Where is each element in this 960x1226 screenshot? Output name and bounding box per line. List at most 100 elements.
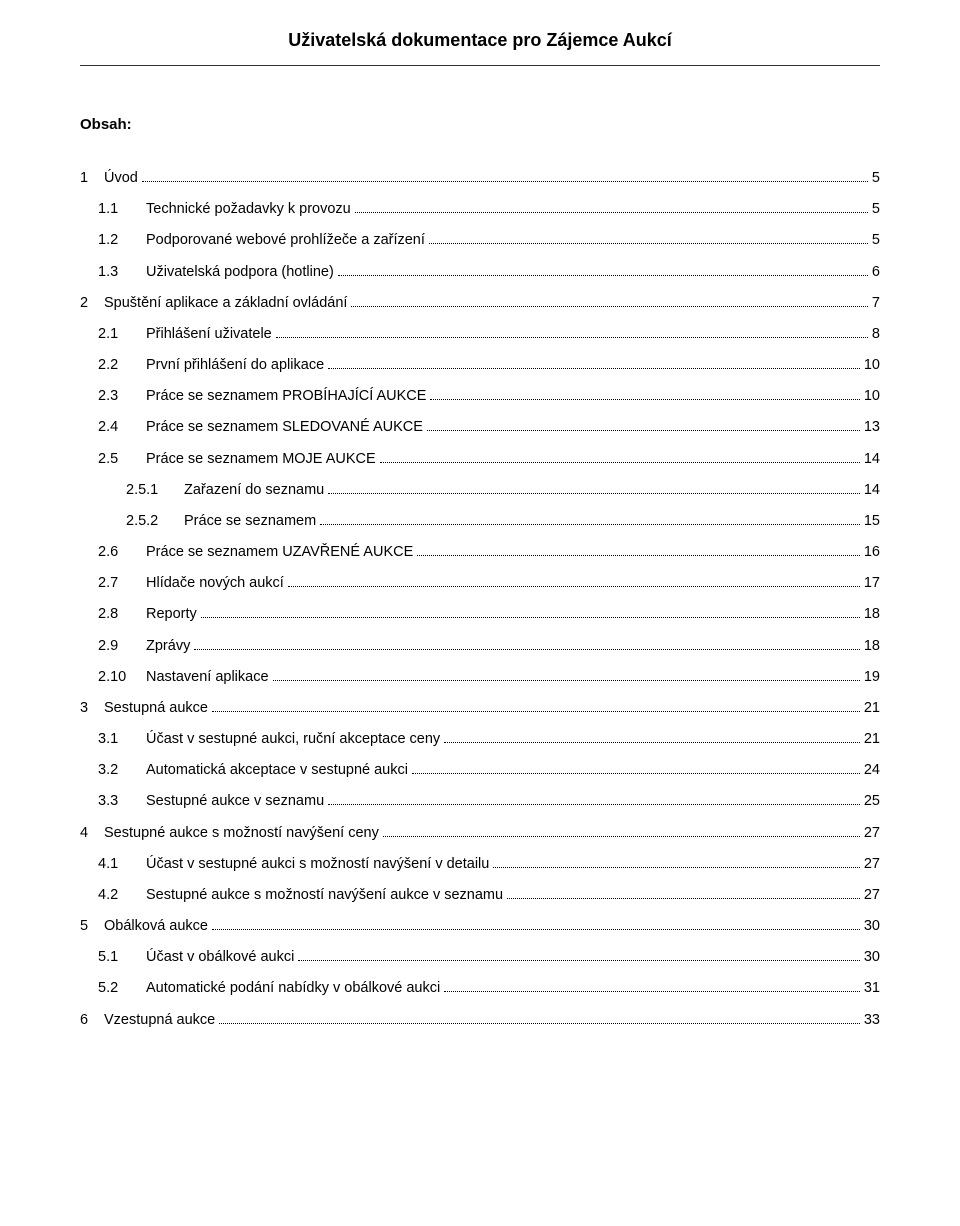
toc-entry-title: Obálková aukce bbox=[104, 911, 208, 942]
toc-entry[interactable]: 2Spuštění aplikace a základní ovládání7 bbox=[80, 288, 880, 319]
toc-entry-page: 6 bbox=[872, 257, 880, 288]
toc-entry[interactable]: 2.7Hlídače nových aukcí17 bbox=[98, 568, 880, 599]
toc-entry-title: Spuštění aplikace a základní ovládání bbox=[104, 288, 347, 319]
toc-entry[interactable]: 5Obálková aukce30 bbox=[80, 911, 880, 942]
toc-entry-title: Technické požadavky k provozu bbox=[146, 194, 351, 225]
toc-entry-number: 3.3 bbox=[98, 786, 146, 817]
toc-entry-page: 5 bbox=[872, 225, 880, 256]
toc-entry[interactable]: 3.3Sestupné aukce v seznamu25 bbox=[98, 786, 880, 817]
toc-entry-number: 6 bbox=[80, 1005, 104, 1036]
toc-entry[interactable]: 3.2Automatická akceptace v sestupné aukc… bbox=[98, 755, 880, 786]
toc-leader-dots bbox=[328, 368, 860, 369]
toc-entry-page: 21 bbox=[864, 724, 880, 755]
toc-entry-number: 4.1 bbox=[98, 849, 146, 880]
toc-entry-page: 13 bbox=[864, 412, 880, 443]
toc-entry[interactable]: 2.2První přihlášení do aplikace 10 bbox=[98, 350, 880, 381]
page-title: Uživatelská dokumentace pro Zájemce Aukc… bbox=[80, 30, 880, 51]
toc-entry-page: 10 bbox=[864, 350, 880, 381]
toc-entry[interactable]: 2.1Přihlášení uživatele8 bbox=[98, 319, 880, 350]
toc-entry-page: 31 bbox=[864, 973, 880, 1004]
toc-entry-number: 3.2 bbox=[98, 755, 146, 786]
toc-entry[interactable]: 3Sestupná aukce21 bbox=[80, 693, 880, 724]
toc-entry-number: 2.5.1 bbox=[126, 475, 184, 506]
toc-leader-dots bbox=[276, 337, 868, 338]
toc-leader-dots bbox=[212, 711, 860, 712]
toc-entry-number: 2.2 bbox=[98, 350, 146, 381]
toc-entry-number: 5 bbox=[80, 911, 104, 942]
toc-entry[interactable]: 4Sestupné aukce s možností navýšení ceny… bbox=[80, 818, 880, 849]
header-rule bbox=[80, 65, 880, 66]
toc-entry[interactable]: 2.5.1Zařazení do seznamu14 bbox=[126, 475, 880, 506]
toc-leader-dots bbox=[427, 430, 860, 431]
toc-entry[interactable]: 2.8Reporty18 bbox=[98, 599, 880, 630]
toc-leader-dots bbox=[288, 586, 860, 587]
toc-entry-page: 18 bbox=[864, 631, 880, 662]
toc-entry-number: 5.2 bbox=[98, 973, 146, 1004]
toc-leader-dots bbox=[201, 617, 860, 618]
toc-entry-title: Účast v sestupné aukci, ruční akceptace … bbox=[146, 724, 440, 755]
toc-entry[interactable]: 5.1Účast v obálkové aukci30 bbox=[98, 942, 880, 973]
toc-leader-dots bbox=[273, 680, 860, 681]
toc-entry-page: 16 bbox=[864, 537, 880, 568]
toc-leader-dots bbox=[444, 991, 860, 992]
toc-leader-dots bbox=[212, 929, 860, 930]
toc-entry-page: 24 bbox=[864, 755, 880, 786]
toc-leader-dots bbox=[507, 898, 860, 899]
toc-leader-dots bbox=[429, 243, 868, 244]
toc-entry-page: 7 bbox=[872, 288, 880, 319]
toc-entry-number: 4.2 bbox=[98, 880, 146, 911]
toc-entry-title: První přihlášení do aplikace bbox=[146, 350, 324, 381]
toc-leader-dots bbox=[351, 306, 867, 307]
toc-entry-page: 33 bbox=[864, 1005, 880, 1036]
toc-entry[interactable]: 4.2Sestupné aukce s možností navýšení au… bbox=[98, 880, 880, 911]
toc-entry-title: Práce se seznamem UZAVŘENÉ AUKCE bbox=[146, 537, 413, 568]
toc-leader-dots bbox=[380, 462, 860, 463]
toc-entry-title: Reporty bbox=[146, 599, 197, 630]
toc-entry[interactable]: 5.2Automatické podání nabídky v obálkové… bbox=[98, 973, 880, 1004]
toc-entry[interactable]: 1.1Technické požadavky k provozu5 bbox=[98, 194, 880, 225]
toc-entry-number: 1.1 bbox=[98, 194, 146, 225]
toc-entry[interactable]: 2.3Práce se seznamem PROBÍHAJÍCÍ AUKCE10 bbox=[98, 381, 880, 412]
toc-entry-number: 2.7 bbox=[98, 568, 146, 599]
toc-entry-title: Automatické podání nabídky v obálkové au… bbox=[146, 973, 440, 1004]
toc-entry-number: 2.5 bbox=[98, 444, 146, 475]
toc-entry-page: 15 bbox=[864, 506, 880, 537]
toc-entry-title: Práce se seznamem MOJE AUKCE bbox=[146, 444, 376, 475]
toc-entry[interactable]: 2.4Práce se seznamem SLEDOVANÉ AUKCE13 bbox=[98, 412, 880, 443]
toc-entry-number: 2.9 bbox=[98, 631, 146, 662]
toc-entry-number: 2.3 bbox=[98, 381, 146, 412]
toc-entry[interactable]: 2.10Nastavení aplikace19 bbox=[98, 662, 880, 693]
toc-entry[interactable]: 1.2Podporované webové prohlížeče a zaříz… bbox=[98, 225, 880, 256]
toc-entry-number: 2.8 bbox=[98, 599, 146, 630]
toc-entry[interactable]: 6Vzestupná aukce33 bbox=[80, 1005, 880, 1036]
toc-leader-dots bbox=[444, 742, 860, 743]
toc-entry[interactable]: 2.5.2Práce se seznamem15 bbox=[126, 506, 880, 537]
toc-entry-title: Podporované webové prohlížeče a zařízení bbox=[146, 225, 425, 256]
toc-entry[interactable]: 3.1Účast v sestupné aukci, ruční akcepta… bbox=[98, 724, 880, 755]
toc-leader-dots bbox=[298, 960, 860, 961]
toc-entry[interactable]: 2.6Práce se seznamem UZAVŘENÉ AUKCE16 bbox=[98, 537, 880, 568]
toc-entry[interactable]: 1Úvod5 bbox=[80, 163, 880, 194]
toc-entry-title: Zprávy bbox=[146, 631, 190, 662]
toc-leader-dots bbox=[493, 867, 860, 868]
toc-entry-page: 19 bbox=[864, 662, 880, 693]
toc-entry-page: 5 bbox=[872, 163, 880, 194]
toc-entry[interactable]: 2.9Zprávy 18 bbox=[98, 631, 880, 662]
toc-leader-dots bbox=[142, 181, 868, 182]
toc-entry-title: Účast v obálkové aukci bbox=[146, 942, 294, 973]
toc-entry-number: 2.4 bbox=[98, 412, 146, 443]
toc-entry[interactable]: 1.3Uživatelská podpora (hotline)6 bbox=[98, 257, 880, 288]
toc-leader-dots bbox=[383, 836, 860, 837]
document-page: Uživatelská dokumentace pro Zájemce Aukc… bbox=[0, 0, 960, 1096]
toc-entry[interactable]: 2.5Práce se seznamem MOJE AUKCE14 bbox=[98, 444, 880, 475]
toc-entry-title: Nastavení aplikace bbox=[146, 662, 269, 693]
toc-entry-title: Přihlášení uživatele bbox=[146, 319, 272, 350]
toc-leader-dots bbox=[355, 212, 868, 213]
toc-entry-title: Účast v sestupné aukci s možností navýše… bbox=[146, 849, 489, 880]
toc-leader-dots bbox=[417, 555, 860, 556]
toc-entry-number: 1.2 bbox=[98, 225, 146, 256]
toc-entry[interactable]: 4.1Účast v sestupné aukci s možností nav… bbox=[98, 849, 880, 880]
toc-entry-title: Práce se seznamem bbox=[184, 506, 316, 537]
table-of-contents: 1Úvod51.1Technické požadavky k provozu51… bbox=[80, 163, 880, 1036]
toc-entry-number: 3 bbox=[80, 693, 104, 724]
